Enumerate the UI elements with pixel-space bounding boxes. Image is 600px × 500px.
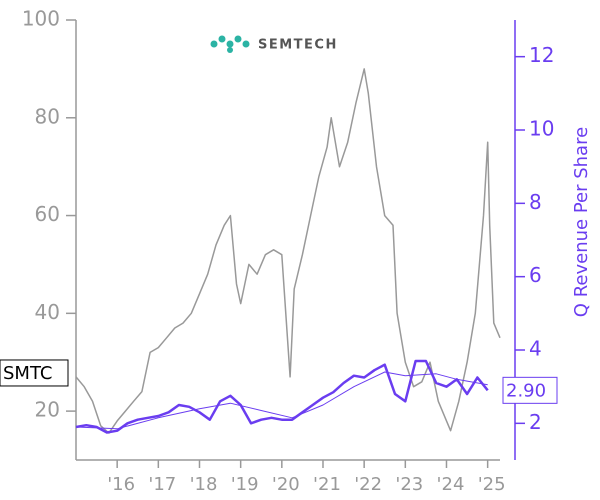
x-tick-label: '22 — [354, 474, 382, 495]
logo-dot — [226, 40, 234, 48]
value-box-frame — [0, 359, 69, 387]
logo-text: SEMTECH — [258, 38, 338, 53]
x-tick-label: '16 — [107, 474, 135, 495]
series-line — [75, 359, 489, 434]
logo-dot — [234, 35, 242, 43]
y-tick-label: 20 — [35, 398, 60, 422]
y2-tick-label: 8 — [529, 190, 542, 214]
value-box-label: 2.90 — [506, 380, 546, 401]
x-tick-label: '24 — [437, 474, 465, 495]
logo-dot — [227, 47, 233, 53]
y2-tick-label: 12 — [529, 43, 554, 67]
x-tick-label: '19 — [231, 474, 259, 495]
x-tick-label: '17 — [148, 474, 176, 495]
value-box: 2.90 — [502, 376, 558, 404]
logo: SEMTECH — [210, 35, 338, 53]
logo-dot — [210, 40, 218, 48]
value-box: SMTC — [0, 359, 69, 387]
value-box-label: SMTC — [3, 363, 52, 384]
x-tick-label: '21 — [313, 474, 341, 495]
series-line — [75, 68, 501, 434]
x-tick-label: '25 — [478, 474, 506, 495]
y2-tick-label: 6 — [529, 263, 542, 287]
series-line — [75, 371, 488, 430]
y-tick-label: 60 — [35, 202, 60, 226]
logo-dot — [242, 40, 250, 48]
y-tick-label: 80 — [35, 104, 60, 128]
y-tick-label: 100 — [22, 7, 60, 31]
y2-axis-label: Q Revenue Per Share — [571, 127, 592, 317]
y2-tick-label: 4 — [529, 337, 542, 361]
y2-tick-label: 10 — [529, 117, 554, 141]
x-tick-label: '20 — [272, 474, 300, 495]
x-tick-label: '23 — [395, 474, 423, 495]
value-box-frame — [502, 376, 558, 404]
y-tick-label: 40 — [35, 300, 60, 324]
y2-tick-label: 2 — [529, 410, 542, 434]
logo-dot — [218, 35, 226, 43]
x-tick-label: '18 — [190, 474, 218, 495]
